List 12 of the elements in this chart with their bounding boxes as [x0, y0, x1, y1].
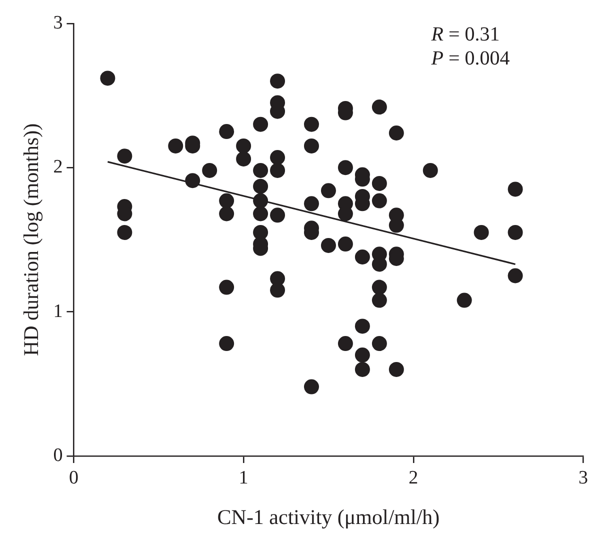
x-axis-title: CN-1 activity (μmol/ml/h): [217, 504, 440, 529]
y-tick-label: 0: [53, 444, 63, 466]
x-tick-label: 3: [578, 467, 588, 488]
y-axis-title: HD duration (log (months)): [19, 123, 44, 356]
annotation: P = 0.004: [430, 48, 510, 70]
annotation: R = 0.31: [430, 24, 500, 46]
x-tick-label: 0: [68, 467, 78, 488]
y-tick-label: 1: [53, 300, 63, 322]
x-tick-label: 2: [408, 467, 418, 488]
y-tick-label: 3: [53, 12, 63, 34]
x-tick-label: 1: [238, 467, 248, 488]
y-tick-label: 2: [53, 156, 63, 178]
